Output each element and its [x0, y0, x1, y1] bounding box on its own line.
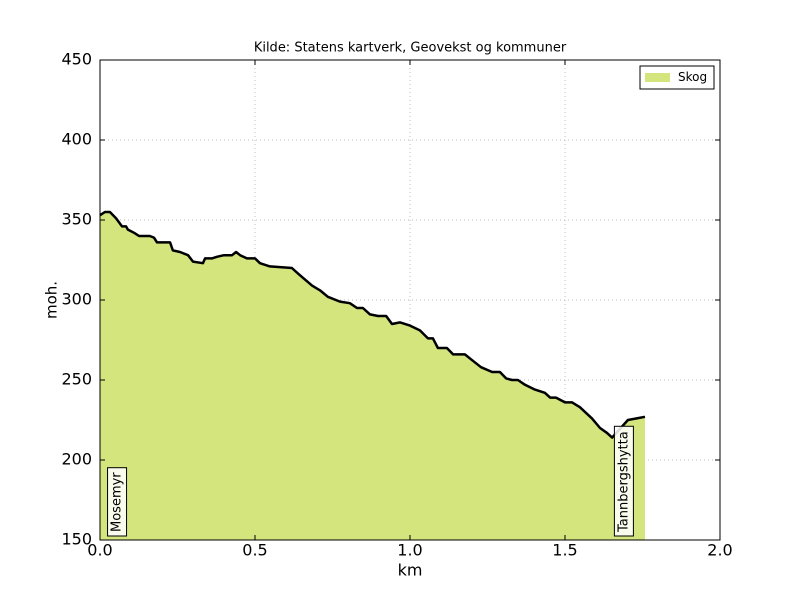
- y-tick-label: 400: [61, 130, 92, 149]
- x-tick-label: 0.5: [242, 541, 267, 560]
- x-tick-label: 2.0: [707, 541, 732, 560]
- y-tick-label: 350: [61, 210, 92, 229]
- x-tick-label: 1.5: [552, 541, 577, 560]
- plot-frame: [99, 59, 721, 541]
- line: [99, 210, 646, 439]
- x-axis-label: km: [398, 561, 423, 580]
- annotation-box: [613, 425, 634, 537]
- y-tick-label: 300: [61, 290, 92, 309]
- legend-box: [639, 65, 715, 90]
- annotation: Mosemyr: [110, 472, 125, 532]
- y-tick-label: 450: [61, 50, 92, 69]
- y-tick-label: 150: [61, 530, 92, 549]
- chart-title: Kilde: Statens kartverk, Geovekst og kom…: [254, 41, 567, 56]
- x-tick-label: 1.0: [397, 541, 422, 560]
- x-tick-label: 0.0: [87, 541, 112, 560]
- area: [100, 212, 645, 540]
- y-axis-label: moh.: [43, 281, 61, 319]
- legend-label: Skog: [678, 70, 707, 84]
- annotation: Tannbergshytta: [616, 431, 631, 533]
- annotation-box: [107, 467, 128, 537]
- y-tick-label: 250: [61, 370, 92, 389]
- y-tick-label: 200: [61, 450, 92, 469]
- legend-swatch: [645, 73, 670, 82]
